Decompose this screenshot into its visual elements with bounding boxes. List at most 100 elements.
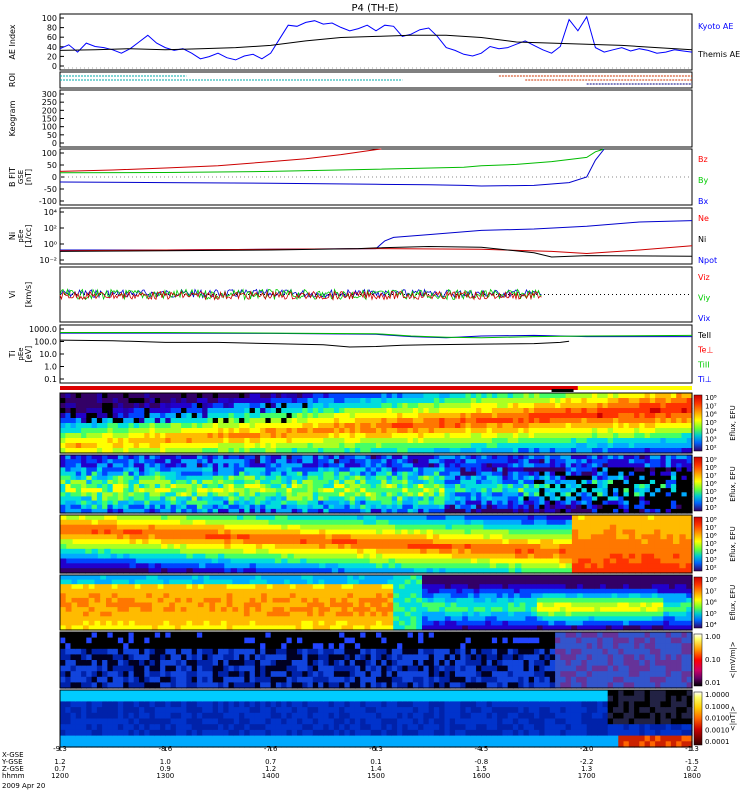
spectro-cell [72,612,78,617]
spectro-cell [434,505,440,510]
spectro-cell [518,413,524,419]
spectro-cell [181,621,187,626]
spectro-cell [218,476,224,481]
ytick-label: 60 [47,33,57,42]
spectro-cell [540,563,547,568]
spectro-cell [165,428,171,434]
spectro-cell [547,534,554,539]
spectro-cell [171,505,177,510]
spectro-cell [534,525,541,530]
spectro-cell [202,403,208,409]
spectro-cell [439,484,445,489]
spectro-cell [250,603,256,608]
spectro-cell [83,598,89,603]
spectro-cell [350,398,356,404]
spectro-cell [603,484,609,489]
spectro-cell [585,559,592,564]
spectro-cell [650,496,656,501]
spectro-cell [603,428,609,434]
spectro-cell [308,443,314,449]
spectro-cell [483,559,490,564]
spectro-cell [60,515,67,520]
spectro-cell [244,580,250,585]
spectro-cell [508,418,514,424]
spectro-cell [60,589,66,594]
spectro-cell [446,554,453,559]
spectro-cell [427,525,434,530]
spectro-cell [481,418,487,424]
spectro-cell [287,459,293,464]
spectro-cell [344,463,350,468]
spectro-cell [227,589,233,594]
spectro-cell [363,554,370,559]
spectro-cell [171,438,177,444]
spectro-cell [213,501,219,506]
spectro-cell [571,438,577,444]
spectro-cell [261,603,267,608]
spectro-cell [513,496,519,501]
spectro-cell [555,467,561,472]
spectro-cell [376,484,382,489]
spectro-cell [76,418,82,424]
spectro-cell [209,575,215,580]
spectro-cell [329,423,335,429]
spectro-cell [654,544,661,549]
spectro-cell [350,438,356,444]
spectro-cell [186,584,192,589]
spectro-cell [155,472,161,477]
spectro-cell [142,563,149,568]
spectro-cell [76,428,82,434]
spectro-cell [71,455,77,460]
spectro-cell [560,403,566,409]
spectro-cell [513,408,519,414]
spectro-cell [339,480,345,485]
spectro-cell [344,525,351,530]
spectro-cell [344,459,350,464]
spectro-cell [387,438,393,444]
spectro-cell [613,480,619,485]
spectro-cell [301,616,307,621]
spectro-cell [471,398,477,404]
spectro-cell [547,539,554,544]
spectro-cell [76,463,82,468]
spectro-cell [524,505,530,510]
spectro-cell [502,423,508,429]
spectro-cell [550,455,556,460]
spectro-cell [555,476,561,481]
spectro-cell [529,459,535,464]
spectro-cell [455,496,461,501]
colorbar-label: 10⁶ [705,411,717,419]
spectro-cell [92,463,98,468]
spectro-cell [355,484,361,489]
spectro-cell [560,428,566,434]
spectro-cell [408,515,415,520]
spectro-cell [73,554,80,559]
spectro-cell [534,559,541,564]
spectro-cell [434,455,440,460]
spectro-cell [102,443,108,449]
spectro-cell [408,530,415,535]
spectro-cell [350,476,356,481]
spectro-cell [186,492,192,497]
spectro-cell [204,580,210,585]
spectro-cell [518,433,524,439]
spectro-cell [623,515,630,520]
spectro-cell [232,607,238,612]
spectro-cell [654,539,661,544]
spectro-cell [72,607,78,612]
spectro-cell [302,455,308,460]
spectro-cell [508,459,514,464]
spectro-cell [176,398,182,404]
spectro-cell [175,621,181,626]
spectro-cell [292,443,298,449]
spectro-cell [553,559,560,564]
spectro-cell [414,544,421,549]
spectro-cell [423,433,429,439]
spectro-cell [243,549,250,554]
spectro-cell [107,459,113,464]
spectro-cell [81,433,87,439]
spectro-cell [302,496,308,501]
spectro-cell [339,393,345,399]
spectro-cell [392,438,398,444]
spectro-cell [229,480,235,485]
